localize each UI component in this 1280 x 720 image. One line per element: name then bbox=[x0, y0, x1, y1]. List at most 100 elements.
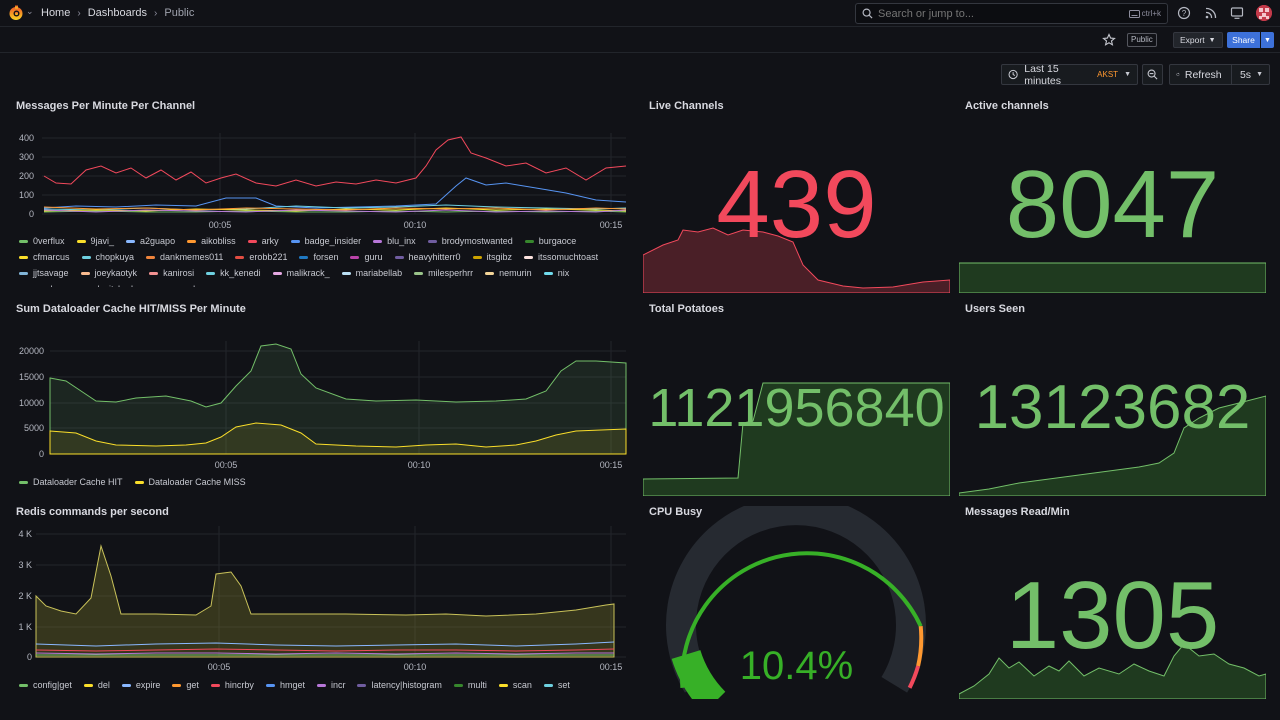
legend-item[interactable]: set bbox=[543, 677, 570, 693]
legend-item[interactable]: erobb221 bbox=[235, 251, 287, 263]
legend-item[interactable]: heavyhitterr0 bbox=[394, 251, 461, 263]
legend-item[interactable]: cfmarcus bbox=[19, 251, 70, 263]
legend-item[interactable]: mariabellab bbox=[341, 267, 402, 279]
panel-active-channels: Active channels 8047 bbox=[959, 100, 1266, 293]
legend-swatch bbox=[498, 683, 508, 687]
panel-title[interactable]: Messages Read/Min bbox=[965, 506, 1070, 518]
help-icon[interactable]: ? bbox=[1177, 6, 1191, 20]
panel-title[interactable]: Sum Dataloader Cache HIT/MISS Per Minute bbox=[16, 303, 246, 315]
legend-item[interactable]: nemurin bbox=[485, 267, 532, 279]
y-tick: 200 bbox=[19, 171, 34, 181]
tv-mode-icon[interactable] bbox=[1230, 6, 1244, 20]
legend-swatch bbox=[76, 239, 86, 243]
search-bar[interactable]: ctrl+k bbox=[855, 3, 1168, 24]
legend-item[interactable]: Dataloader Cache MISS bbox=[134, 474, 246, 490]
chevron-down-icon[interactable]: ⌄ bbox=[26, 6, 34, 16]
breadcrumb-home[interactable]: Home bbox=[41, 7, 71, 19]
legend-item[interactable]: blu_inx bbox=[373, 235, 416, 247]
legend-item[interactable]: Dataloader Cache HIT bbox=[19, 474, 123, 490]
x-tick: 00:10 bbox=[408, 460, 431, 470]
share-button[interactable]: Share bbox=[1227, 32, 1260, 48]
legend-item[interactable]: config|get bbox=[19, 677, 72, 693]
legend-item[interactable]: dankmemes011 bbox=[146, 251, 223, 263]
panel-title[interactable]: CPU Busy bbox=[649, 506, 703, 518]
legend-label: aikobliss bbox=[201, 236, 236, 246]
legend-item[interactable]: jjtsavage bbox=[19, 267, 69, 279]
legend-item[interactable]: nix bbox=[543, 267, 569, 279]
panel-title[interactable]: Redis commands per second bbox=[16, 506, 169, 518]
legend-item[interactable]: guru bbox=[350, 251, 383, 263]
legend-label: hmget bbox=[279, 680, 305, 690]
refresh-button[interactable]: Refresh bbox=[1184, 68, 1222, 81]
avatar[interactable] bbox=[1256, 5, 1272, 21]
series-line bbox=[43, 206, 627, 211]
legend-item[interactable]: latency|histogram bbox=[357, 677, 442, 693]
legend-item[interactable]: itssomuchtoast bbox=[524, 251, 598, 263]
legend-item[interactable]: 9javi_ bbox=[76, 235, 114, 247]
panel-title[interactable]: Active channels bbox=[965, 100, 1049, 112]
panel-title[interactable]: Live Channels bbox=[649, 100, 724, 112]
legend-item[interactable]: del bbox=[83, 677, 110, 693]
redis-chart[interactable]: 4 K 3 K 2 K 1 K 0 00:05 00:10 00:15 bbox=[16, 526, 628, 676]
x-tick: 00:15 bbox=[600, 662, 623, 672]
gauge-fill bbox=[671, 649, 726, 699]
refresh-picker[interactable]: Refresh 5s ▼ bbox=[1169, 64, 1270, 85]
legend-label: incr bbox=[330, 680, 346, 690]
legend-item[interactable]: badge_insider bbox=[290, 235, 361, 247]
svg-text:?: ? bbox=[1182, 9, 1187, 18]
legend-item[interactable]: a2guapo bbox=[126, 235, 175, 247]
legend-item[interactable]: chopkuya bbox=[81, 251, 134, 263]
breadcrumb: Home › Dashboards › Public bbox=[41, 7, 194, 19]
legend-item[interactable]: expire bbox=[121, 677, 161, 693]
legend-swatch bbox=[149, 271, 159, 275]
legend-item[interactable]: incr bbox=[316, 677, 346, 693]
legend-item[interactable]: brodymostwanted bbox=[427, 235, 513, 247]
legend-item[interactable]: arky bbox=[247, 235, 279, 247]
grafana-logo-icon[interactable] bbox=[8, 5, 24, 21]
legend-item[interactable]: hmget bbox=[265, 677, 305, 693]
legend-item[interactable]: hincrby bbox=[210, 677, 254, 693]
legend-item[interactable]: scan bbox=[498, 677, 532, 693]
refresh-interval[interactable]: 5s bbox=[1239, 68, 1252, 81]
legend-item[interactable]: get bbox=[172, 677, 199, 693]
legend-item[interactable]: aikobliss bbox=[187, 235, 236, 247]
x-tick: 00:05 bbox=[208, 662, 231, 672]
legend-item[interactable]: kanirosi bbox=[149, 267, 194, 279]
time-range-picker[interactable]: Last 15 minutes AKST ▼ bbox=[1001, 63, 1138, 87]
breadcrumb-dashboards[interactable]: Dashboards bbox=[87, 7, 148, 19]
legend-item[interactable]: multi bbox=[453, 677, 487, 693]
shortcut-label: ctrl+k bbox=[1141, 9, 1161, 18]
legend-item[interactable]: joeykaotyk bbox=[80, 267, 137, 279]
legend-swatch bbox=[81, 255, 91, 259]
legend-item[interactable]: milesperhrr bbox=[414, 267, 473, 279]
panel-title[interactable]: Users Seen bbox=[965, 303, 1025, 315]
legend-item[interactable]: itsgibz bbox=[472, 251, 512, 263]
legend-item[interactable]: malikrack_ bbox=[272, 267, 330, 279]
legend-swatch bbox=[210, 683, 220, 687]
legend-item[interactable]: ocedexx bbox=[19, 283, 67, 287]
stat-value: 439 bbox=[716, 151, 877, 258]
export-button[interactable]: Export ▼ bbox=[1173, 32, 1223, 48]
messages-chart[interactable]: 400 300 200 100 0 00:05 00:10 00:15 bbox=[16, 128, 628, 232]
legend-item[interactable]: 0verflux bbox=[19, 235, 65, 247]
chevron-right-icon: › bbox=[77, 7, 81, 19]
rss-icon[interactable] bbox=[1204, 6, 1218, 20]
legend-label: del bbox=[97, 680, 110, 690]
legend-swatch bbox=[235, 255, 245, 259]
legend-item[interactable]: playitshady bbox=[79, 283, 138, 287]
search-input[interactable] bbox=[878, 7, 1124, 20]
legend-item[interactable]: pwgood bbox=[150, 283, 196, 287]
y-tick: 0 bbox=[39, 449, 44, 459]
legend-item[interactable]: forsen bbox=[299, 251, 338, 263]
legend-label: burgaoce bbox=[538, 236, 577, 246]
panel-title[interactable]: Total Potatoes bbox=[649, 303, 724, 315]
star-icon[interactable] bbox=[1102, 33, 1116, 47]
panel-title[interactable]: Messages Per Minute Per Channel bbox=[16, 100, 196, 112]
zoom-out-button[interactable] bbox=[1142, 64, 1163, 85]
legend-label: expire bbox=[135, 680, 161, 690]
legend-item[interactable]: kk_kenedi bbox=[206, 267, 261, 279]
legend-item[interactable]: burgaoce bbox=[524, 235, 577, 247]
share-dropdown-button[interactable]: ▼ bbox=[1261, 32, 1274, 48]
legend-swatch bbox=[272, 271, 282, 275]
dataloader-chart[interactable]: 20000 15000 10000 5000 0 00:05 00:10 00:… bbox=[16, 341, 628, 473]
